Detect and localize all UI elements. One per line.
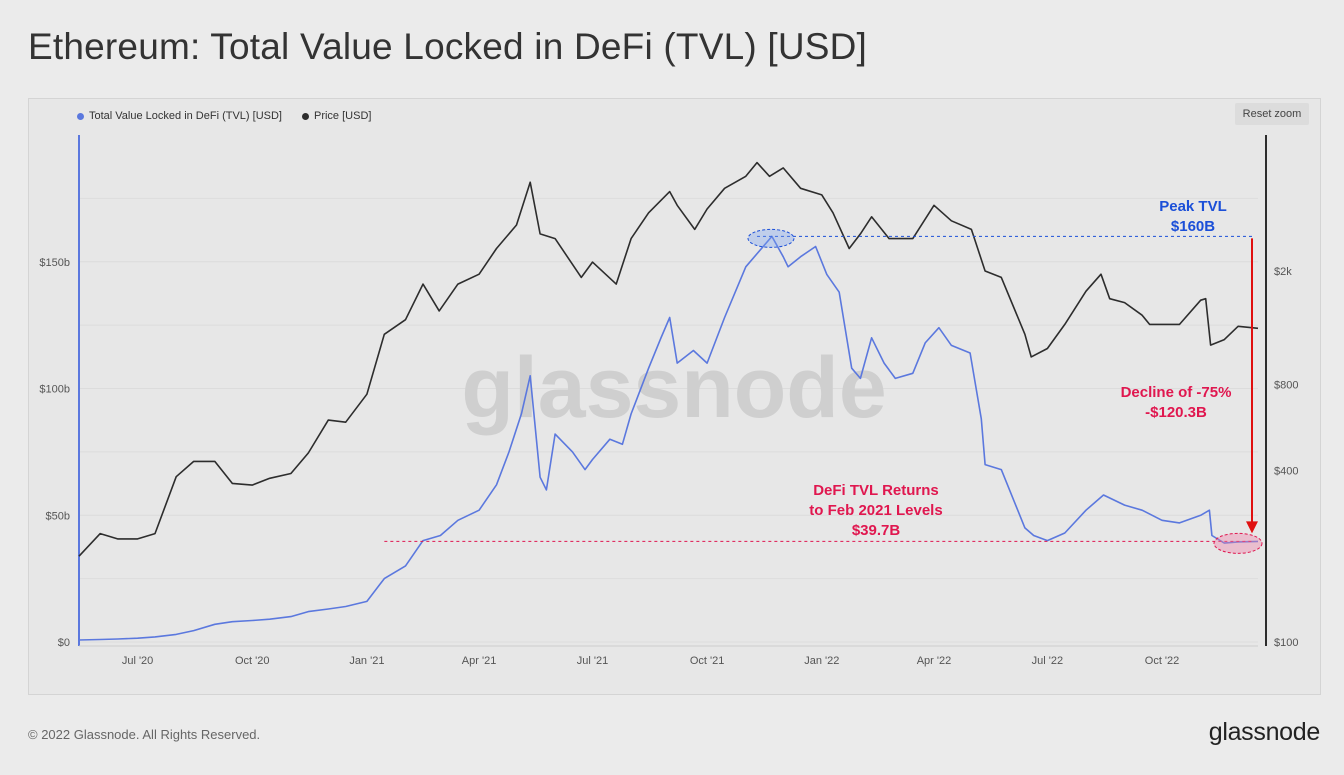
x-tick-label: Oct '20 bbox=[235, 655, 270, 667]
peak-label-line2: $160B bbox=[1171, 218, 1215, 235]
legend: Total Value Locked in DeFi (TVL) [USD] P… bbox=[77, 110, 371, 122]
y-left-tick-label: $100b bbox=[39, 384, 70, 396]
y-left-tick-label: $150b bbox=[39, 257, 70, 269]
brand-logo: glassnode bbox=[1208, 718, 1321, 746]
copyright-text: © 2022 Glassnode. All Rights Reserved. bbox=[28, 727, 261, 742]
legend-item-tvl[interactable]: Total Value Locked in DeFi (TVL) [USD] bbox=[77, 110, 282, 122]
decline-arrow-head-icon bbox=[1246, 521, 1258, 534]
y-right-tick-label: $400 bbox=[1274, 465, 1298, 477]
peak-label-line1: Peak TVL bbox=[1159, 198, 1227, 215]
legend-label-price: Price [USD] bbox=[313, 110, 372, 122]
x-tick-label: Oct '22 bbox=[1145, 655, 1180, 667]
y-right-tick-label: $100 bbox=[1274, 637, 1298, 649]
legend-label-tvl: Total Value Locked in DeFi (TVL) [USD] bbox=[89, 110, 282, 122]
series-layer bbox=[78, 161, 1259, 641]
decline-label-line1: Decline of -75% bbox=[1121, 384, 1232, 401]
chart-svg: glassnode $0 $50b $100b $150b $100 $400 $800 $2… bbox=[39, 135, 1298, 667]
annotation-layer: Peak TVL $160B Decline of -75% -$120.3B DeFi… bbox=[384, 198, 1263, 554]
reset-zoom-button[interactable]: Reset zoom bbox=[1235, 103, 1309, 125]
peak-highlight bbox=[747, 228, 795, 248]
y-right-tick-label: $800 bbox=[1274, 380, 1298, 392]
trough-highlight bbox=[1213, 532, 1263, 554]
legend-item-price[interactable]: Price [USD] bbox=[301, 110, 372, 122]
return-label-line2: to Feb 2021 Levels bbox=[809, 502, 942, 519]
x-tick-label: Apr '22 bbox=[917, 655, 952, 667]
decline-label-line2: -$120.3B bbox=[1145, 404, 1207, 421]
return-label-line3: $39.7B bbox=[852, 522, 901, 539]
x-tick-label: Jul '21 bbox=[577, 655, 608, 667]
watermark: glassnode bbox=[461, 340, 886, 436]
chart-panel: glassnode $0 $50b $100b $150b $100 $400 $800 $2… bbox=[28, 98, 1321, 695]
x-tick-label: Oct '21 bbox=[690, 655, 725, 667]
return-label-line1: DeFi TVL Returns bbox=[813, 482, 939, 499]
series-line-tvl bbox=[78, 235, 1259, 641]
y-left-tick-label: $0 bbox=[58, 637, 70, 649]
axis-layer: $0 $50b $100b $150b $100 $400 $800 $2k Jul '20 Oc… bbox=[39, 135, 1298, 667]
legend-dot-price-icon bbox=[301, 112, 309, 120]
x-tick-label: Jan '22 bbox=[804, 655, 839, 667]
series-line-price bbox=[78, 161, 1259, 557]
x-tick-label: Jan '21 bbox=[349, 655, 384, 667]
y-right-tick-label: $2k bbox=[1274, 266, 1292, 278]
x-tick-label: Jul '22 bbox=[1032, 655, 1063, 667]
y-left-tick-label: $50b bbox=[46, 510, 70, 522]
x-tick-label: Apr '21 bbox=[462, 655, 497, 667]
legend-dot-tvl-icon bbox=[77, 112, 84, 120]
page-title: Ethereum: Total Value Locked in DeFi (TV… bbox=[28, 26, 868, 67]
x-tick-label: Jul '20 bbox=[122, 655, 153, 667]
grid-layer bbox=[79, 197, 1258, 643]
